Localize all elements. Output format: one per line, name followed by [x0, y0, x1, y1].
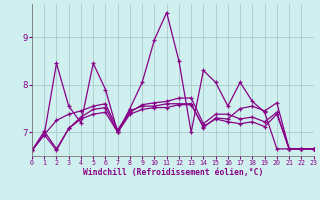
X-axis label: Windchill (Refroidissement éolien,°C): Windchill (Refroidissement éolien,°C) [83, 168, 263, 177]
